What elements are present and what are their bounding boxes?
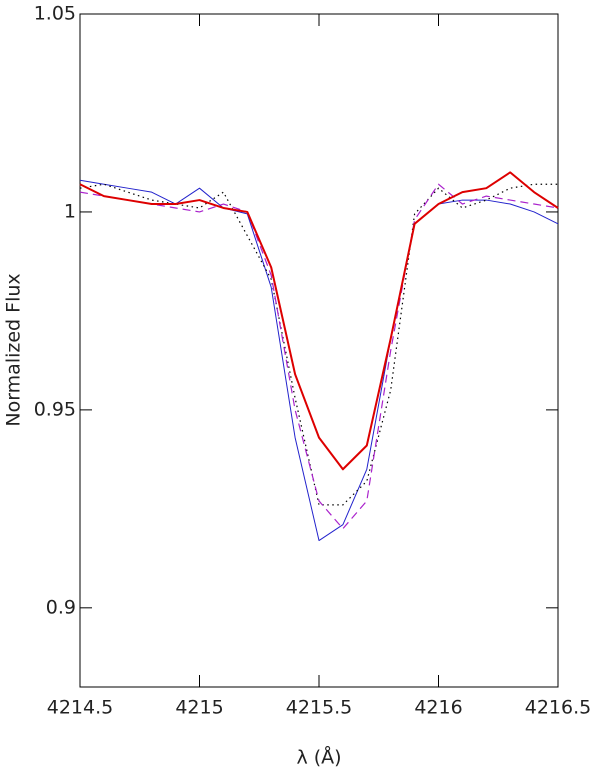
x-tick-label: 4214.5 bbox=[47, 697, 113, 719]
plot-frame bbox=[79, 13, 559, 688]
y-axis-label: Normalized Flux bbox=[3, 273, 25, 426]
y-tick-label: 0.9 bbox=[46, 596, 76, 618]
x-tick-label: 4216.5 bbox=[525, 697, 591, 719]
y-tick-label: 1.05 bbox=[34, 3, 76, 25]
spectrum-line bbox=[79, 183, 559, 530]
x-tick-label: 4215.5 bbox=[286, 697, 352, 719]
x-tick-label: 4216 bbox=[414, 697, 462, 719]
spectrum-line bbox=[79, 183, 558, 506]
y-tick-label: 0.95 bbox=[34, 398, 76, 420]
y-tick-label: 1 bbox=[64, 200, 76, 222]
spectrum-line bbox=[79, 171, 559, 471]
spectrum-line bbox=[79, 179, 559, 542]
x-tick-label: 4215 bbox=[175, 697, 223, 719]
x-axis-label: λ (Å) bbox=[296, 746, 341, 769]
